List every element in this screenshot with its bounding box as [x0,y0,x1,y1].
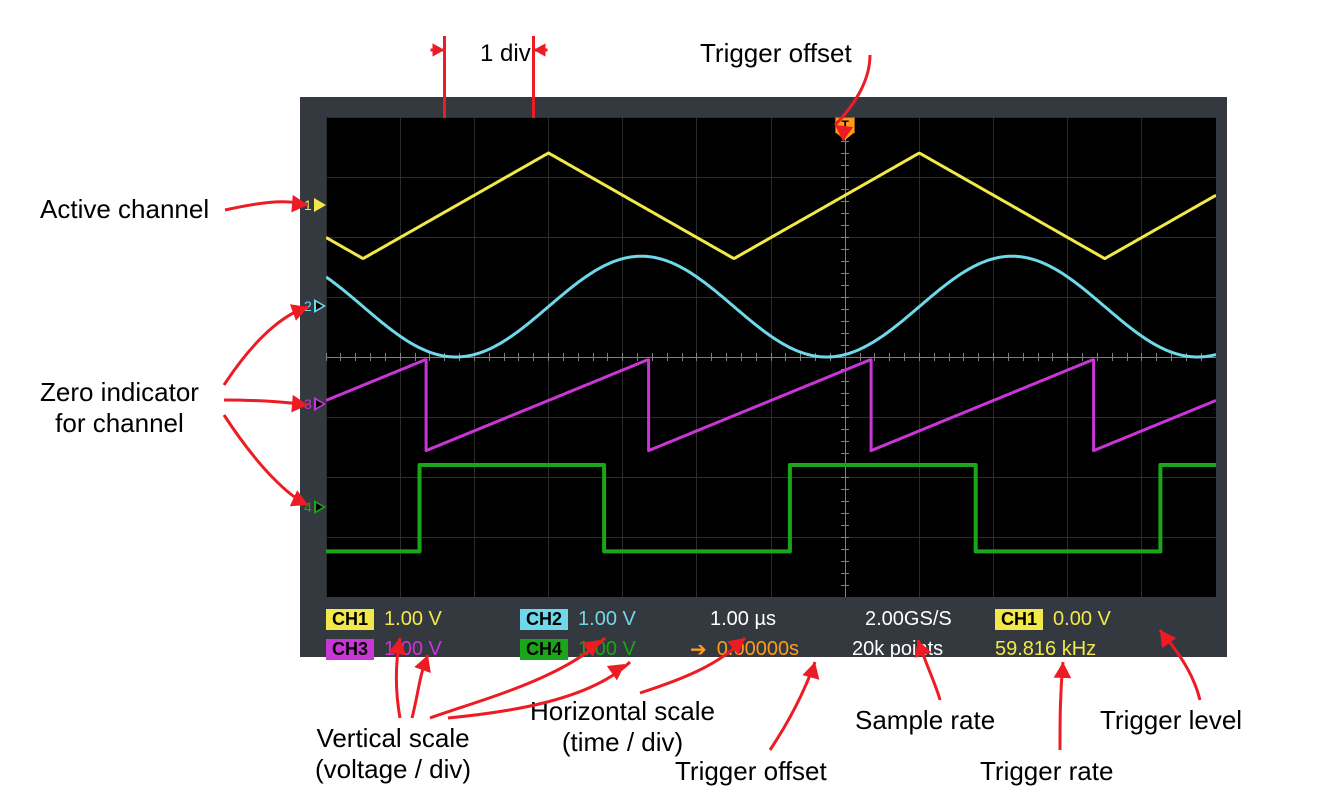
channel-chip: CH1 [326,609,374,630]
channel-zero-icon [314,299,326,313]
trigger-offset-marker[interactable]: T [835,117,855,139]
waveform-ch1 [326,153,1216,259]
ann-trigger-level: Trigger level [1100,705,1242,736]
channel-number: 1 [304,197,312,213]
annotation-arrow [224,400,308,405]
annotation-arrow [770,662,815,750]
readout-value: 0.00000s [717,638,799,661]
ann-sample-rate: Sample rate [855,705,995,736]
readout-item: 20k points [852,636,943,662]
readout-value: 1.00 V [384,638,442,661]
ann-one-div: 1 div [480,40,531,68]
trigger-marker-label: T [835,117,855,133]
root: 1 2 3 4 T CH1 1.00 V CH2 1.00 V 1.00 µs 2.00GS/S CH… [0,0,1326,801]
readout-value: 2.00GS/S [865,608,952,631]
channel-chip: CH1 [995,609,1043,630]
readout-item: 2.00GS/S [865,606,952,632]
readout-item: ➔ 0.00000s [690,636,799,662]
ann-vertical-scale: Vertical scale (voltage / div) [315,723,471,785]
readout-value: 1.00 V [578,638,636,661]
ann-trigger-offset-top: Trigger offset [700,38,852,69]
channel-indicator-2: 2 [304,298,326,314]
ann-trigger-offset-bot: Trigger offset [675,756,827,787]
scope-screen [326,117,1216,597]
annotation-arrow [412,655,428,718]
waveform-ch4 [326,465,1216,551]
channel-chip: CH2 [520,609,568,630]
readout-item: CH1 1.00 V [326,606,442,632]
ann-active-channel: Active channel [40,194,209,225]
waveform-ch3 [326,360,1216,451]
ann-zero-indicator: Zero indicator for channel [40,377,199,439]
readout-value: 59.816 kHz [995,638,1096,661]
active-channel-icon [314,198,326,212]
annotation-arrow [224,415,308,505]
channel-number: 4 [304,499,312,515]
channel-number: 2 [304,298,312,314]
channel-chip: CH4 [520,639,568,660]
readout-value: 1.00 V [384,608,442,631]
channel-zero-icon [314,500,326,514]
channel-chip: CH3 [326,639,374,660]
readout-item: 1.00 µs [710,606,776,632]
readout-value: 0.00 V [1053,608,1111,631]
channel-zero-icon [314,397,326,411]
readout-value: 1.00 V [578,608,636,631]
readout-item: CH3 1.00 V [326,636,442,662]
channel-indicator-3: 3 [304,396,326,412]
annotation-arrow [224,307,308,385]
arrow-right-icon: ➔ [690,637,707,662]
ann-horizontal-scale: Horizontal scale (time / div) [530,696,715,758]
channel-indicator-4: 4 [304,499,326,515]
waveform-ch2 [326,256,1216,357]
readout-item: 59.816 kHz [995,636,1096,662]
readout-value: 20k points [852,638,943,661]
annotation-arrow [225,202,308,210]
ann-trigger-rate: Trigger rate [980,756,1113,787]
channel-indicator-1: 1 [304,197,326,213]
annotation-arrow [1060,662,1063,750]
readout-item: CH4 1.00 V [520,636,636,662]
readout-value: 1.00 µs [710,608,776,631]
channel-number: 3 [304,396,312,412]
readout-item: CH1 0.00 V [995,606,1111,632]
readout-item: CH2 1.00 V [520,606,636,632]
